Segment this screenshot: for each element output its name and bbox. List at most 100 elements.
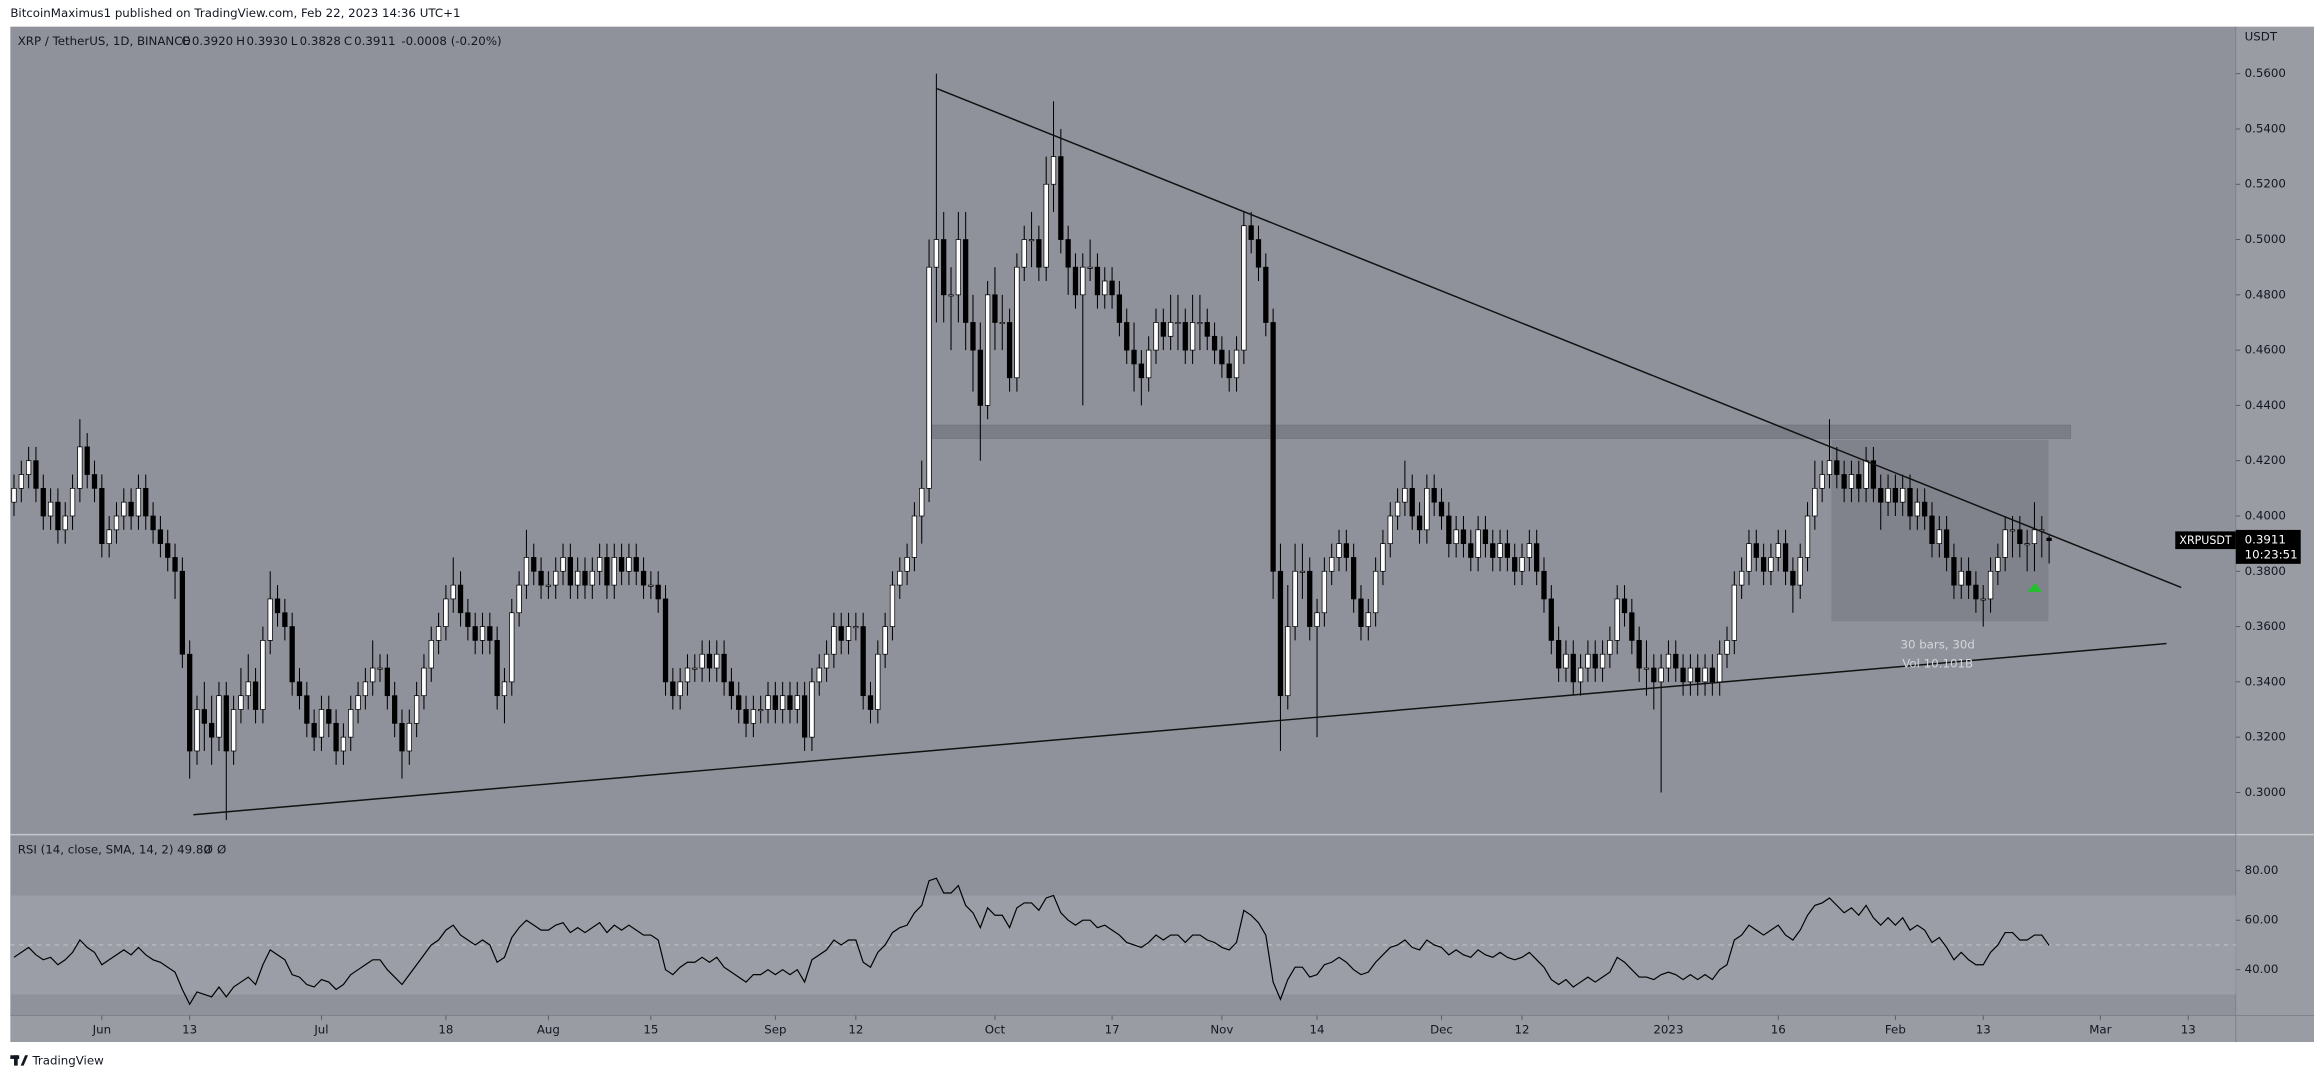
candle-body [1943,529,1950,558]
descending-trendline [936,87,2182,589]
candle-body [706,653,713,669]
candle-body [1658,667,1664,683]
candle-body [626,557,632,572]
candle-body [1995,557,2001,572]
candle-body [780,695,786,710]
candle-body [1870,460,1877,489]
candle-body [1204,322,1210,337]
candle-body [743,709,749,724]
y-tick-label: 0.4600 [2245,343,2286,357]
candle-body [670,681,676,697]
candle-body [904,557,910,572]
candle-body [1372,570,1379,614]
candle-body [1424,487,1430,531]
candle-body [1153,322,1159,351]
candle-body [1936,529,1942,545]
candle-body [2024,543,2030,546]
rsi-value: 49.80 [177,843,211,857]
candle-body [1255,239,1262,268]
candle-body [758,709,764,712]
candle-body [662,598,669,683]
candle-body [831,626,837,655]
candle-body [106,529,112,545]
candle-body [1973,584,1979,600]
marks: 0.3000 0.3200 0.3400 0.3600 0.3800 0.4000 0.42… [10,66,2286,1037]
candle-body [187,653,193,752]
candle-body [47,501,54,517]
candle-body [1702,667,1708,683]
candle-body [1651,667,1657,683]
y-tick-label: 0.5000 [2245,232,2286,246]
candle-body [655,584,661,600]
rsi-line [13,877,2050,1006]
candle-body [1914,501,1920,517]
candle-body [1343,543,1349,558]
candle-body [1592,653,1598,669]
x-tick-label: 12 [1515,1023,1530,1037]
candle-body [1555,640,1562,669]
candle-body [1233,349,1240,379]
candle-body [384,667,390,697]
candle-body [1321,570,1328,614]
candle-body [1636,640,1642,669]
candle-body [113,515,120,531]
candle-body [1050,156,1057,185]
candle-body [1358,598,1364,627]
candle-body [487,626,493,641]
candle-body [801,695,808,738]
candle-body [1841,474,1847,489]
candle-body [450,584,456,600]
candle-body [699,653,705,669]
candle-body [223,695,229,752]
candle-body [516,584,522,614]
candle-body [143,487,149,517]
x-tick-label: Dec [1430,1023,1453,1037]
legend-value: 0.3930 [246,34,287,48]
candle-body [633,557,639,572]
legend-change: -0.0008 (-0.20%) [401,34,501,48]
candle-body [1380,543,1386,572]
footer-brand: TradingView [31,1054,104,1068]
candle-body [2002,529,2008,558]
candle-body [1102,280,1108,296]
candle-body [765,695,771,710]
candle-body [1900,487,1906,503]
candle-body [1080,266,1086,296]
candle-body [1563,653,1569,669]
overlay: 30 bars, 30d Vol 10.101B XRPUSDT 0.3911 … [18,30,2301,857]
candle-body [1717,653,1723,683]
candle-body [1175,322,1181,325]
candle-body [326,709,332,724]
candle-body [1087,266,1093,269]
x-tick-label: 12 [848,1023,863,1037]
candle-body [999,322,1005,325]
candle-body [1892,487,1899,503]
x-tick-label: Sep [764,1023,786,1037]
candle-body [1856,474,1862,489]
legend-label: C [344,34,352,48]
candle-body [1431,487,1437,503]
candle-body [296,681,303,697]
candle-body [1907,487,1913,517]
rsi-extra: Ø [204,843,213,857]
candle-body [1211,335,1218,351]
candle-body [977,349,983,406]
candle-body [1534,543,1540,572]
candle-body [970,322,976,351]
candle-body [1585,653,1591,669]
candle-body [692,667,698,670]
x-tick-label: 17 [1105,1023,1120,1037]
candle-body [1065,239,1071,268]
candle-body [1043,183,1049,268]
candle-body [545,584,552,587]
price-axis-bg [2235,26,2314,1016]
candle-body [1526,543,1532,558]
candle-body [882,626,888,655]
y-tick-label: 0.5200 [2245,177,2286,191]
legend-label: H [236,34,245,48]
candle-body [2031,529,2038,545]
candle-body [1607,640,1613,655]
candle-body [1189,322,1196,351]
candle-body [553,570,559,586]
candle-body [421,667,427,697]
